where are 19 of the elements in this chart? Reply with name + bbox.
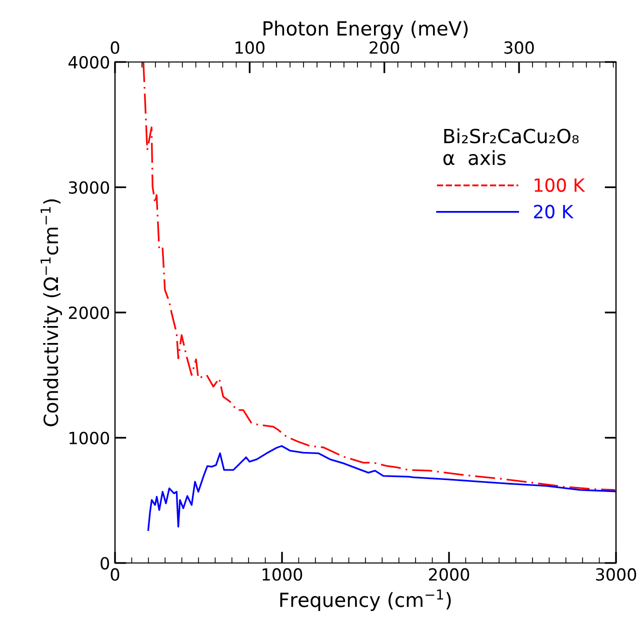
y-tick-label: 4000 <box>68 56 110 69</box>
legend-label: 20 K <box>534 204 574 218</box>
y-tick-label: 3000 <box>68 181 110 194</box>
x2-axis-title: Photon Energy (meV) <box>264 20 468 40</box>
x-tick-label: 3000 <box>596 568 636 581</box>
legend-title: Bi₂Sr₂CaCu₂O₈ α axis <box>443 128 579 166</box>
legend-label: 100 K <box>534 178 586 192</box>
x2-tick-label: 300 <box>504 41 534 54</box>
y-tick-label: 1000 <box>70 432 110 444</box>
y-axis-title: Conductivity (Ω$^{−1}$cm$^{−1}$) <box>40 199 62 426</box>
x-tick-label: 1000 <box>262 568 302 581</box>
y-tick-label: 0 <box>100 556 110 570</box>
y-tick-label: 2000 <box>68 306 110 320</box>
x2-tick-label: 200 <box>370 41 400 54</box>
x-tick-label: 2000 <box>429 568 470 581</box>
x-axis-title: Frequency (cm$^{−1}$) <box>280 590 451 611</box>
x-tick-label: 0 <box>110 568 120 581</box>
x2-tick-label: 100 <box>236 41 264 54</box>
x2-tick-label: 0 <box>110 41 120 54</box>
